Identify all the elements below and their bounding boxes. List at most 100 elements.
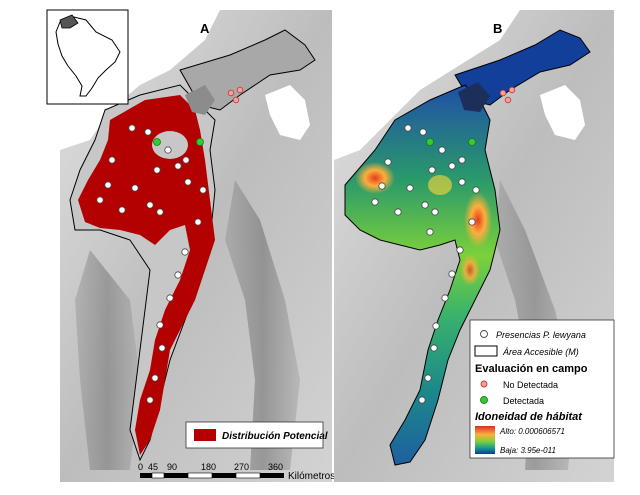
presence-point xyxy=(131,184,139,192)
presence-point xyxy=(404,124,412,132)
presence-point xyxy=(432,322,440,330)
presence-point xyxy=(153,166,161,174)
not-detected-point xyxy=(499,89,507,97)
not-detected-point xyxy=(504,96,512,104)
presence-point xyxy=(424,374,432,382)
legend-area-symbol xyxy=(474,345,498,357)
presence-point xyxy=(458,178,466,186)
panel-a-gulf xyxy=(265,85,310,140)
legend-area-label: Área Accesible (M) xyxy=(502,347,579,357)
legend-not-detected-label: No Detectada xyxy=(503,380,558,390)
panel-b-guajira xyxy=(454,29,591,106)
presence-point xyxy=(174,162,182,170)
panel-a-distribution-fill xyxy=(78,95,215,455)
scale-tick: 90 xyxy=(167,462,177,472)
presence-point xyxy=(166,294,174,302)
panel-b-gulf xyxy=(540,85,585,140)
presence-point xyxy=(428,166,436,174)
presence-point xyxy=(144,128,152,136)
legend-evaluation-title: Evaluación en campo xyxy=(475,363,588,375)
legend-a-swatch xyxy=(194,429,216,441)
presence-point xyxy=(406,184,414,192)
scale-tick: 270 xyxy=(234,462,249,472)
panel-b-letter: B xyxy=(493,21,502,36)
panel-a-map: A Distribución Potencial 0 45 90 180 xyxy=(46,9,335,482)
presence-point xyxy=(194,218,202,226)
presence-point xyxy=(182,156,190,164)
inset-locator-map xyxy=(46,9,129,105)
legend-a-label: Distribución Potencial xyxy=(222,431,328,442)
scale-tick: 360 xyxy=(268,462,283,472)
legend-high-label: Alto: 0.000606571 xyxy=(499,427,565,436)
legend-detected-symbol xyxy=(480,396,488,404)
presence-point xyxy=(378,182,386,190)
presence-point xyxy=(441,294,449,302)
presence-point xyxy=(421,201,429,209)
presence-point xyxy=(128,124,136,132)
legend-a: Distribución Potencial xyxy=(185,421,328,449)
presence-point xyxy=(384,158,392,166)
presence-point xyxy=(418,396,426,404)
presence-point xyxy=(394,208,402,216)
presence-point xyxy=(472,186,480,194)
panel-a-sierra-nevada xyxy=(185,85,215,115)
presence-point xyxy=(371,198,379,206)
presence-point xyxy=(426,228,434,236)
legend-suitability-title: Idoneidad de hábitat xyxy=(475,411,583,423)
presence-point xyxy=(431,208,439,216)
presence-point xyxy=(146,201,154,209)
not-detected-point xyxy=(508,86,516,94)
presence-point xyxy=(156,208,164,216)
presence-point xyxy=(419,128,427,136)
legend-suitability-ramp xyxy=(475,426,495,454)
hotspot-south xyxy=(460,254,480,286)
legend-low-label: Baja: 3.95e-011 xyxy=(500,446,556,455)
detected-point xyxy=(426,138,434,146)
detected-point xyxy=(468,138,476,146)
legend-detected-label: Detectada xyxy=(503,396,544,406)
legend-presence-symbol xyxy=(480,330,488,338)
scale-tick: 45 xyxy=(148,462,158,472)
panel-b-sea xyxy=(334,10,520,160)
presence-point xyxy=(96,196,104,204)
presence-point xyxy=(108,156,116,164)
presence-point xyxy=(458,156,466,164)
legend-presence-label: Presencias P. lewyana xyxy=(496,330,586,340)
presence-point xyxy=(151,374,159,382)
scale-tick: 180 xyxy=(201,462,216,472)
presence-point xyxy=(146,396,154,404)
legend-b: Presencias P. lewyana Área Accesible (M)… xyxy=(469,319,615,459)
hotspot-central xyxy=(464,192,492,248)
presence-point xyxy=(468,218,476,226)
legend-not-detected-symbol xyxy=(480,380,488,388)
presence-point xyxy=(448,162,456,170)
inset-highlight-region xyxy=(59,14,79,29)
presence-point xyxy=(156,321,164,329)
presence-point xyxy=(181,248,189,256)
detected-point xyxy=(196,138,204,146)
presence-point xyxy=(104,181,112,189)
not-detected-point xyxy=(232,96,240,104)
presence-point xyxy=(174,271,182,279)
scale-tick: 0 xyxy=(138,462,143,472)
presence-point xyxy=(164,146,172,154)
presence-point xyxy=(158,344,166,352)
presence-point xyxy=(199,186,207,194)
scale-bar: 0 45 90 180 270 360 Kilómetros xyxy=(138,462,335,482)
panel-a-cordillera-east xyxy=(225,180,300,470)
presence-point xyxy=(184,178,192,186)
detected-point xyxy=(153,138,161,146)
panel-b-sierra-nevada xyxy=(458,82,490,112)
panel-a-letter: A xyxy=(200,21,210,36)
panel-a-inner-gap xyxy=(152,131,188,159)
presence-point xyxy=(118,206,126,214)
presence-point xyxy=(430,344,438,352)
panel-b-presence-points xyxy=(371,124,480,404)
panel-b-map: B Presencias P. lewyana Área Accesible (… xyxy=(334,10,615,482)
panel-a-cordillera-west xyxy=(75,250,140,470)
hotspot-yellow xyxy=(428,175,452,195)
scale-unit: Kilómetros xyxy=(288,471,335,482)
panel-a-guajira xyxy=(179,29,316,111)
not-detected-point xyxy=(236,86,244,94)
